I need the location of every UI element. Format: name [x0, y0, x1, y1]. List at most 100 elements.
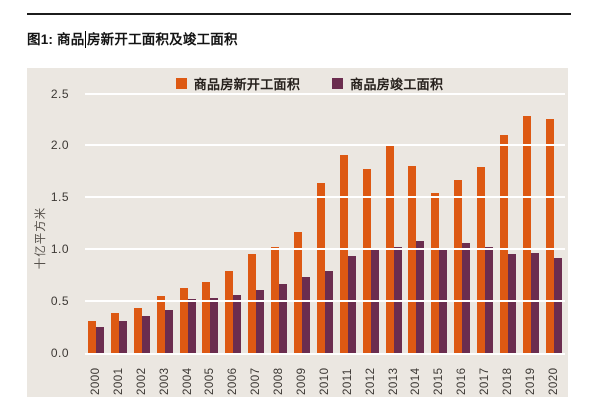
x-tick-label-2003: 2003: [158, 366, 171, 395]
x-tick-label-2010: 2010: [318, 366, 331, 395]
bar-completions-2010: [324, 270, 333, 353]
y-tick-label-1.5: 1.5: [50, 190, 69, 205]
bar-completions-2002: [141, 316, 150, 353]
x-tick-label-2015: 2015: [433, 366, 446, 395]
x-tick-2000: 2000: [88, 359, 104, 403]
x-tick-2004: 2004: [180, 359, 196, 403]
bar-group-2008: [271, 246, 288, 353]
bar-new-starts-2005: [202, 282, 211, 353]
x-axis-ticks: 2000 2001 2002 2003 2004 2005 2006 2007 2008 2009…: [85, 359, 565, 403]
x-tick-label-2001: 2001: [112, 366, 125, 395]
figure-title-part1: 图1: 商品: [27, 32, 85, 47]
bar-group-2001: [110, 313, 127, 353]
bar-new-starts-2001: [110, 313, 119, 353]
x-tick-2016: 2016: [454, 359, 470, 403]
x-tick-label-2020: 2020: [547, 366, 560, 395]
bar-new-starts-2010: [316, 182, 325, 353]
bar-group-2019: [522, 116, 539, 353]
x-tick-2015: 2015: [431, 359, 447, 403]
bar-group-2010: [316, 182, 333, 353]
bar-new-starts-2004: [179, 288, 188, 353]
x-tick-2012: 2012: [363, 359, 379, 403]
bar-new-starts-2007: [248, 254, 257, 353]
x-tick-2019: 2019: [523, 359, 539, 403]
bar-completions-2005: [210, 297, 219, 353]
bar-group-2004: [179, 288, 196, 353]
title-divider-rule: [27, 13, 571, 15]
bar-group-2007: [248, 254, 265, 353]
bar-completions-2007: [256, 290, 265, 353]
x-tick-label-2017: 2017: [479, 366, 492, 395]
x-tick-label-2006: 2006: [227, 366, 240, 395]
x-tick-label-2018: 2018: [502, 366, 515, 395]
bar-new-starts-2014: [408, 166, 417, 353]
bar-group-2005: [202, 282, 219, 353]
y-tick-label-2.0: 2.0: [50, 138, 69, 153]
x-axis-baseline: [85, 352, 565, 355]
x-tick-label-2002: 2002: [135, 366, 148, 395]
bar-group-2020: [545, 119, 562, 353]
bar-new-starts-2003: [156, 295, 165, 353]
x-tick-2013: 2013: [386, 359, 402, 403]
bar-new-starts-2012: [362, 169, 371, 353]
legend-item-completions: 商品房竣工面积: [332, 74, 443, 93]
bar-group-2011: [339, 154, 356, 353]
bar-new-starts-2017: [477, 167, 486, 353]
bar-new-starts-2011: [339, 154, 348, 353]
y-tick-label-0.0: 0.0: [50, 345, 69, 360]
bar-completions-2004: [187, 298, 196, 353]
x-tick-2017: 2017: [477, 359, 493, 403]
bar-completions-2008: [279, 284, 288, 353]
bar-new-starts-2000: [88, 321, 96, 353]
bar-group-2016: [454, 179, 471, 353]
bar-new-starts-2002: [133, 308, 142, 353]
x-tick-2018: 2018: [500, 359, 516, 403]
chart-legend: 商品房新开工面积 商品房竣工面积: [39, 74, 580, 93]
gridline-0.5: [85, 299, 565, 302]
x-tick-2001: 2001: [111, 359, 127, 403]
x-tick-2005: 2005: [202, 359, 218, 403]
bar-completions-2018: [508, 254, 517, 353]
x-tick-label-2008: 2008: [273, 366, 286, 395]
x-tick-2007: 2007: [248, 359, 264, 403]
x-tick-2006: 2006: [225, 359, 241, 403]
bar-group-2017: [477, 167, 494, 353]
bar-completions-2016: [462, 242, 471, 353]
legend-swatch-completions: [332, 78, 344, 89]
figure-title-part2: 房新开工面积及竣工面积: [86, 32, 238, 47]
text-cursor: [84, 30, 87, 48]
gridline-2.5: [85, 92, 565, 95]
x-tick-label-2004: 2004: [181, 366, 194, 395]
x-tick-label-2016: 2016: [456, 366, 469, 395]
bar-completions-2017: [485, 246, 494, 353]
bar-new-starts-2006: [225, 270, 234, 353]
bar-new-starts-2009: [294, 232, 303, 353]
x-tick-label-2019: 2019: [524, 366, 537, 395]
bar-completions-2020: [553, 258, 562, 353]
bar-group-2009: [294, 232, 311, 353]
x-tick-2009: 2009: [294, 359, 310, 403]
legend-swatch-new-starts: [175, 78, 187, 89]
bar-new-starts-2020: [545, 119, 554, 353]
x-tick-label-2005: 2005: [204, 366, 217, 395]
y-tick-label-1.0: 1.0: [50, 241, 69, 256]
x-tick-label-2007: 2007: [250, 366, 263, 395]
x-tick-label-2000: 2000: [90, 366, 102, 395]
bar-completions-2006: [233, 294, 242, 353]
x-tick-2011: 2011: [340, 359, 356, 403]
legend-label-completions: 商品房竣工面积: [350, 77, 444, 92]
x-tick-2008: 2008: [271, 359, 287, 403]
bar-completions-2009: [302, 276, 311, 353]
y-axis-ticks: 0.0 0.5 1.0 1.5 2.0 2.5: [27, 87, 77, 360]
x-tick-label-2013: 2013: [387, 366, 400, 395]
bar-group-2014: [408, 166, 425, 353]
bar-group-2000: [88, 321, 104, 353]
bar-completions-2014: [416, 240, 425, 353]
bar-new-starts-2008: [271, 246, 280, 353]
x-tick-2020: 2020: [546, 359, 562, 403]
y-tick-label-0.5: 0.5: [50, 293, 69, 308]
figure-title: 图1: 商品 房新开工面积及竣工面积: [27, 28, 238, 50]
bar-group-2006: [225, 270, 242, 353]
legend-item-new-starts: 商品房新开工面积: [175, 74, 300, 93]
